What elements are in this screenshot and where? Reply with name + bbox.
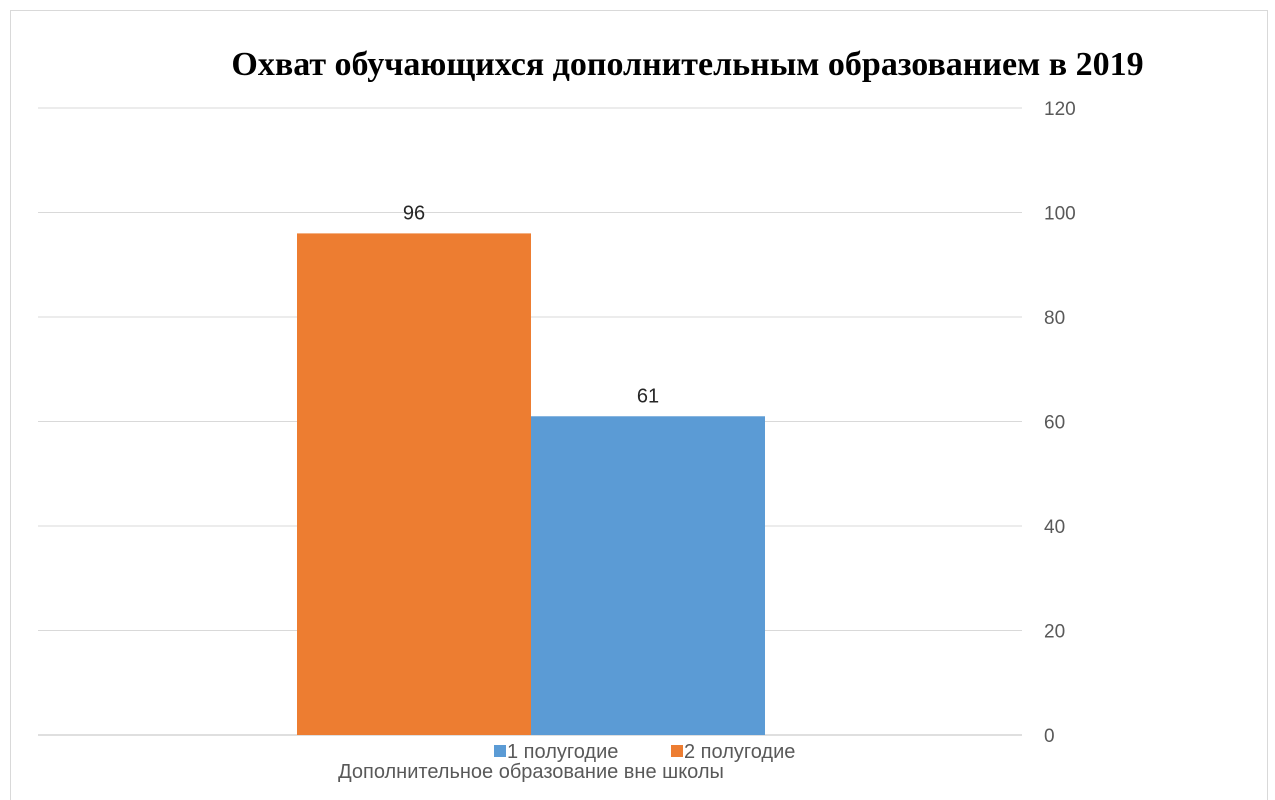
data-label: 61 xyxy=(637,385,659,407)
y-tick-label: 20 xyxy=(1044,622,1065,643)
y-tick-label: 120 xyxy=(1044,99,1076,120)
legend-swatch xyxy=(671,745,683,757)
category-labels: Дополнительное образование вне школы xyxy=(338,761,724,783)
data-label: 96 xyxy=(403,202,425,224)
legend: 1 полугодие 2 полугодие xyxy=(494,741,795,763)
legend-swatch xyxy=(494,745,506,757)
y-tick-label: 0 xyxy=(1044,726,1055,747)
y-tick-label: 100 xyxy=(1044,204,1076,225)
y-axis-ticks: 0 20 40 60 80 100 120 xyxy=(1044,99,1076,747)
chart-frame xyxy=(10,10,1268,800)
bar xyxy=(297,233,531,735)
bars xyxy=(297,233,765,735)
y-tick-label: 40 xyxy=(1044,517,1065,538)
chart-title: Охват обучающихся дополнительным образов… xyxy=(231,46,1144,83)
y-tick-label: 60 xyxy=(1044,413,1065,434)
y-tick-label: 80 xyxy=(1044,308,1065,329)
category-label: Дополнительное образование вне школы xyxy=(338,761,724,783)
legend-label: 2 полугодие xyxy=(684,741,795,763)
data-labels: 96 61 xyxy=(403,202,659,407)
bar xyxy=(531,416,765,735)
legend-label: 1 полугодие xyxy=(507,741,618,763)
